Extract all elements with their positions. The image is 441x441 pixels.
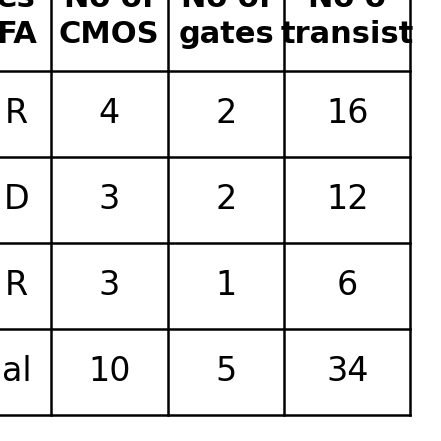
Text: 10: 10 (88, 355, 131, 388)
Text: al: al (2, 355, 31, 388)
Text: 6: 6 (336, 269, 358, 302)
Text: es
FA: es FA (0, 0, 37, 49)
Text: No of
gates: No of gates (178, 0, 274, 49)
Text: 2: 2 (215, 183, 237, 216)
Text: No of
CMOS: No of CMOS (59, 0, 160, 49)
Text: D: D (4, 183, 30, 216)
Text: R: R (5, 97, 28, 130)
Text: 2: 2 (215, 97, 237, 130)
Text: 16: 16 (326, 97, 369, 130)
Text: 1: 1 (215, 269, 237, 302)
Text: 4: 4 (98, 97, 120, 130)
Text: No o
transist: No o transist (280, 0, 414, 49)
Text: 12: 12 (326, 183, 369, 216)
Text: R: R (5, 269, 28, 302)
Text: 3: 3 (98, 183, 120, 216)
Text: 3: 3 (98, 269, 120, 302)
Text: 5: 5 (215, 355, 237, 388)
Text: 34: 34 (326, 355, 369, 388)
